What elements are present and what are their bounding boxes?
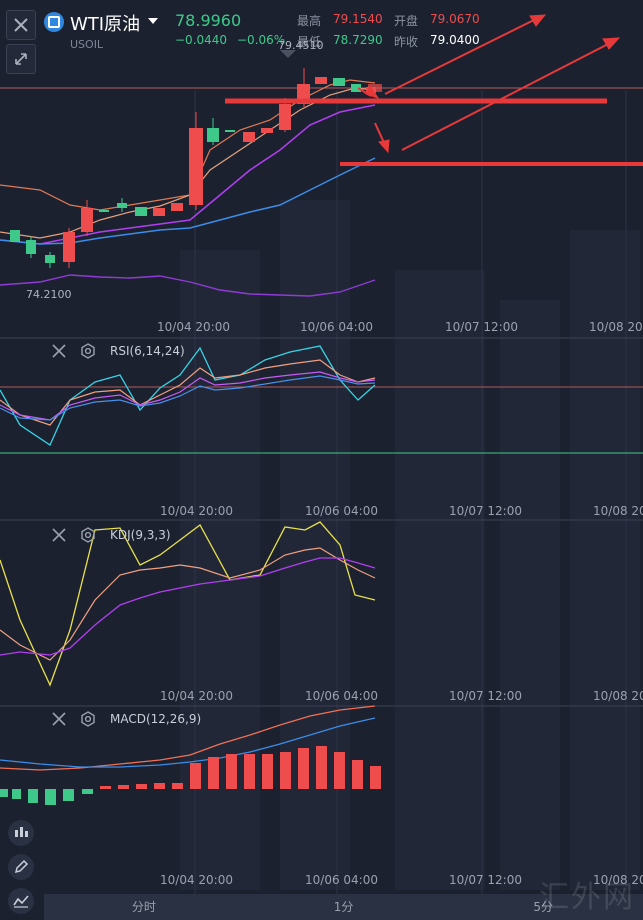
rsi-line-orange — [0, 359, 376, 426]
indicator-tool-icon — [13, 895, 29, 908]
high-marker-arrow — [280, 50, 296, 58]
macd-time-label-4: 10/08 20: — [593, 873, 643, 887]
macd-time-label-1: 10/04 20:00 — [160, 873, 233, 887]
macd-histogram — [0, 746, 381, 805]
settings-icon[interactable] — [80, 343, 96, 359]
low-label: 最低 — [297, 35, 322, 49]
rsi-time-label-4: 10/08 20: — [593, 504, 643, 518]
settings-icon[interactable] — [80, 527, 96, 543]
rsi-line-purple — [0, 371, 376, 421]
low-value: 78.7290 — [333, 33, 383, 47]
symbol-title[interactable]: WTI原油 — [70, 14, 141, 35]
kdj-header: KDJ(9,3,3) — [52, 527, 171, 543]
tab-timeshare[interactable]: 分时 — [131, 900, 156, 914]
high-label: 最高 — [297, 14, 322, 28]
candlestick-tool-icon — [15, 827, 28, 837]
symbol-logo-icon — [44, 12, 64, 32]
panel-separators — [0, 337, 643, 707]
watermark: 汇外网 — [539, 880, 635, 915]
macd-header: MACD(12,26,9) — [52, 711, 201, 727]
rsi-header: RSI(6,14,24) — [52, 343, 185, 359]
macd-line-blue — [0, 717, 376, 768]
header: WTI原油 USOIL 78.9960 −0.0440 −0.06% 最高 79… — [0, 0, 643, 90]
kdj-time-label-3: 10/07 12:00 — [449, 689, 522, 703]
close-icon[interactable] — [52, 344, 66, 358]
open-value: 79.0670 — [430, 12, 480, 26]
macd-label: MACD(12,26,9) — [110, 712, 202, 726]
main-time-label-3: 10/07 12:00 — [445, 320, 518, 334]
kdj-line-purple — [0, 557, 376, 656]
indicator-tool-button[interactable] — [8, 888, 34, 914]
collapse-button[interactable] — [6, 44, 36, 74]
last-price: 78.9960 — [175, 11, 242, 30]
close-icon[interactable] — [52, 528, 66, 542]
kdj-line-orange — [0, 547, 376, 661]
kdj-time-label-1: 10/04 20:00 — [160, 689, 233, 703]
rsi-time-label-2: 10/06 04:00 — [305, 504, 378, 518]
main-time-label-4: 10/08 20 — [589, 320, 643, 334]
prev-close-label: 昨收 — [394, 35, 419, 49]
close-icon[interactable] — [52, 712, 66, 726]
kdj-line-yellow — [0, 521, 376, 687]
kdj-time-label-4: 10/08 20: — [593, 689, 643, 703]
interval-tabs: 分时 1分 5分 — [44, 894, 643, 920]
high-marker-label: 79.4510 — [278, 39, 324, 52]
rsi-label: RSI(6,14,24) — [110, 344, 185, 358]
change-percent: −0.06% — [237, 33, 286, 47]
candlestick-tool-button[interactable] — [8, 820, 34, 846]
main-time-label-2: 10/06 04:00 — [300, 320, 373, 334]
macd-time-label-3: 10/07 12:00 — [449, 873, 522, 887]
prev-close-value: 79.0400 — [430, 33, 480, 47]
symbol-code: USOIL — [70, 38, 104, 51]
draw-tool-icon — [14, 859, 29, 874]
annotations — [225, 14, 643, 166]
change-value: −0.0440 — [175, 33, 228, 47]
open-label: 开盘 — [394, 14, 419, 28]
kdj-label: KDJ(9,3,3) — [110, 528, 171, 542]
draw-tool-button[interactable] — [8, 854, 34, 880]
macd-line-orange — [0, 705, 376, 771]
rsi-time-label-1: 10/04 20:00 — [160, 504, 233, 518]
kdj-time-label-2: 10/06 04:00 — [305, 689, 378, 703]
close-icon — [14, 18, 28, 32]
last-price-marker — [368, 84, 382, 92]
rsi-line-blue — [0, 375, 376, 421]
rsi-time-label-3: 10/07 12:00 — [449, 504, 522, 518]
high-value: 79.1540 — [333, 12, 383, 26]
tab-5min[interactable]: 5分 — [533, 900, 553, 914]
collapse-icon — [15, 53, 27, 65]
low-marker-label: 74.2100 — [26, 288, 72, 301]
candles — [10, 68, 376, 268]
tab-1min[interactable]: 1分 — [333, 900, 354, 914]
main-time-label-1: 10/04 20:00 — [157, 320, 230, 334]
ma-line-purple-low — [0, 274, 376, 297]
macd-time-label-2: 10/06 04:00 — [305, 873, 378, 887]
settings-icon[interactable] — [80, 711, 96, 727]
close-button[interactable] — [6, 10, 36, 40]
dropdown-icon[interactable] — [148, 18, 158, 26]
